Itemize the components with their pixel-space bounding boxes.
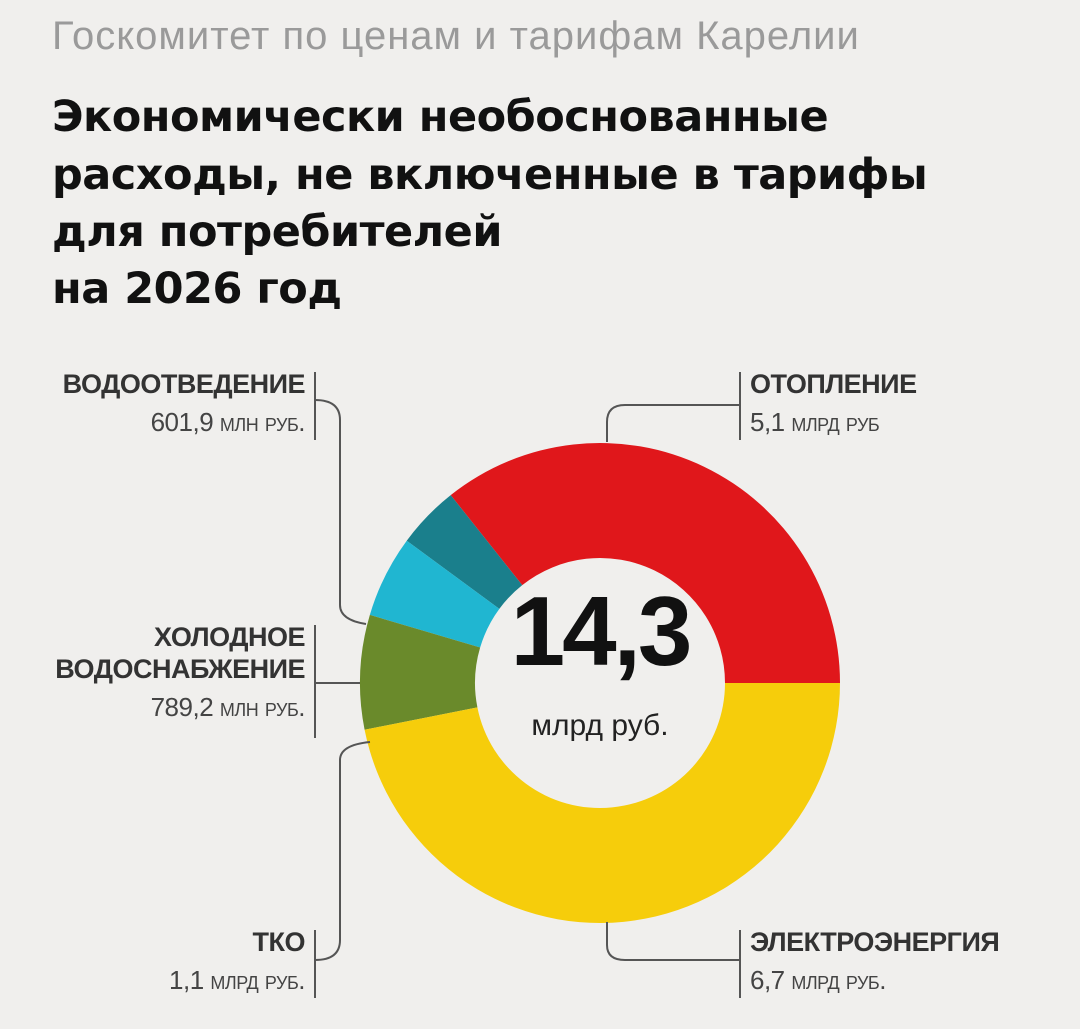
slice-label: ХОЛОДНОЕ ВОДОСНАБЖЕНИЕ 789,2 млн руб. bbox=[45, 621, 305, 723]
slice-label: ВОДООТВЕДЕНИЕ 601,9 млн руб. bbox=[63, 368, 305, 438]
center-label: 14,3 bbox=[511, 576, 690, 686]
chart: 14,3 млрд руб. bbox=[0, 0, 1080, 1029]
value-label: 5,1 млрд руб bbox=[750, 406, 917, 438]
category-label: ЭЛЕКТРОЭНЕРГИЯ bbox=[750, 926, 999, 958]
category-label: ХОЛОДНОЕ ВОДОСНАБЖЕНИЕ bbox=[45, 621, 305, 685]
slice-label: ЭЛЕКТРОЭНЕРГИЯ 6,7 млрд руб. bbox=[750, 926, 999, 996]
value-label: 6,7 млрд руб. bbox=[750, 964, 999, 996]
page: Госкомитет по ценам и тарифам Карелии Эк… bbox=[0, 0, 1080, 1029]
value-label: 1,1 млрд руб. bbox=[169, 964, 305, 996]
category-label: ОТОПЛЕНИЕ bbox=[750, 368, 917, 400]
value-label: 789,2 млн руб. bbox=[45, 691, 305, 723]
slice-label: ТКО 1,1 млрд руб. bbox=[169, 926, 305, 996]
center-sublabel: млрд руб. bbox=[531, 709, 668, 742]
category-label: ВОДООТВЕДЕНИЕ bbox=[63, 368, 305, 400]
category-label: ТКО bbox=[169, 926, 305, 958]
slice-label: ОТОПЛЕНИЕ 5,1 млрд руб bbox=[750, 368, 917, 438]
value-label: 601,9 млн руб. bbox=[63, 406, 305, 438]
